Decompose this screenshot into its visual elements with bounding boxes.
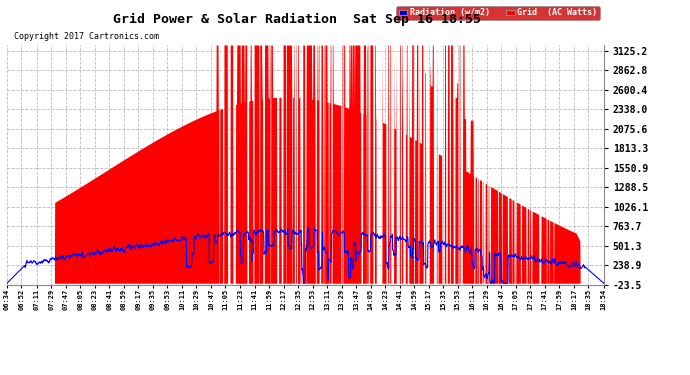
Text: Copyright 2017 Cartronics.com: Copyright 2017 Cartronics.com bbox=[14, 32, 159, 41]
Legend: Radiation (w/m2), Grid  (AC Watts): Radiation (w/m2), Grid (AC Watts) bbox=[396, 6, 600, 20]
Text: Grid Power & Solar Radiation  Sat Sep 16 18:55: Grid Power & Solar Radiation Sat Sep 16 … bbox=[112, 13, 481, 26]
